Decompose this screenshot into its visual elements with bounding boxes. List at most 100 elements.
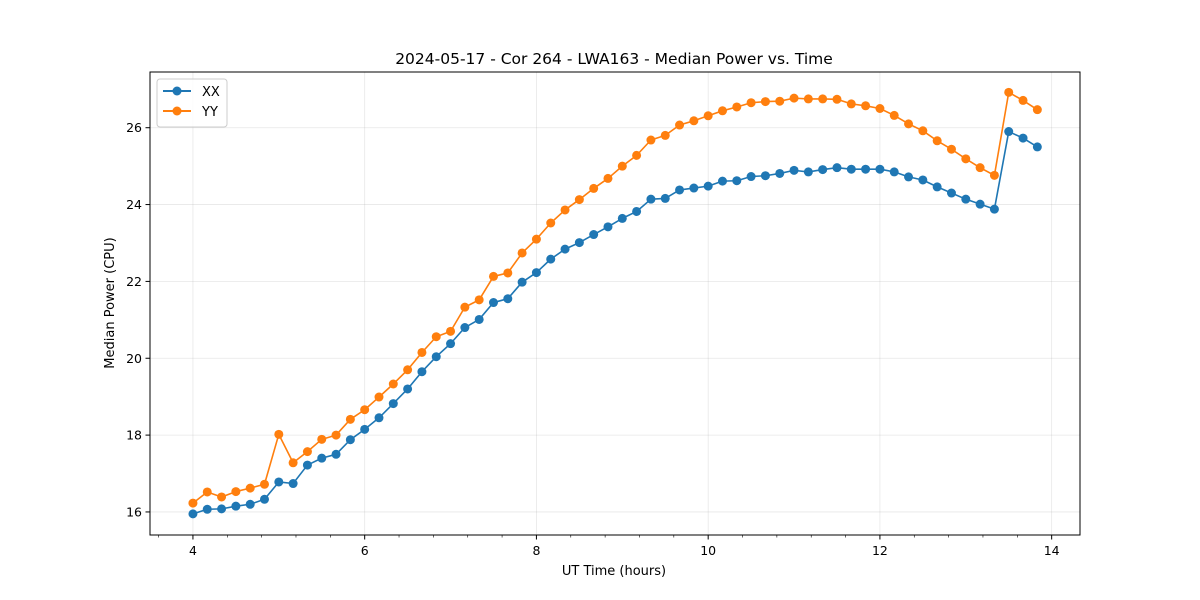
data-point-xx bbox=[331, 449, 341, 459]
data-point-yy bbox=[660, 130, 670, 140]
data-point-yy bbox=[760, 97, 770, 107]
data-point-yy bbox=[961, 154, 971, 164]
data-point-yy bbox=[646, 135, 656, 145]
data-point-yy bbox=[517, 248, 527, 258]
data-point-xx bbox=[274, 477, 284, 487]
data-point-yy bbox=[474, 295, 484, 305]
data-point-xx bbox=[789, 165, 799, 175]
data-point-yy bbox=[603, 173, 613, 183]
data-point-xx bbox=[717, 176, 727, 186]
data-point-xx bbox=[288, 479, 298, 489]
data-point-yy bbox=[560, 205, 570, 215]
data-point-yy bbox=[946, 144, 956, 154]
y-axis-label: Median Power (CPU) bbox=[103, 237, 118, 368]
legend-label-xx: XX bbox=[202, 85, 220, 100]
legend-marker-yy bbox=[172, 106, 182, 116]
x-tick-label: 6 bbox=[361, 543, 369, 558]
data-point-yy bbox=[675, 120, 685, 130]
data-point-xx bbox=[374, 413, 384, 423]
data-point-xx bbox=[388, 399, 398, 409]
data-point-yy bbox=[1004, 87, 1014, 97]
data-point-xx bbox=[689, 183, 699, 193]
data-point-xx bbox=[589, 230, 599, 240]
data-point-yy bbox=[861, 101, 871, 111]
data-point-yy bbox=[803, 94, 813, 104]
data-point-xx bbox=[846, 164, 856, 174]
data-point-yy bbox=[503, 268, 513, 278]
data-point-xx bbox=[546, 254, 556, 264]
data-point-xx bbox=[632, 206, 642, 216]
data-point-yy bbox=[403, 365, 413, 375]
x-tick-label: 12 bbox=[872, 543, 888, 558]
data-point-yy bbox=[388, 379, 398, 389]
data-point-xx bbox=[1032, 142, 1042, 152]
data-point-yy bbox=[302, 447, 312, 457]
data-point-yy bbox=[259, 479, 269, 489]
data-point-yy bbox=[1018, 95, 1028, 105]
data-point-xx bbox=[918, 175, 928, 185]
legend-marker-xx bbox=[172, 86, 182, 96]
data-point-xx bbox=[989, 204, 999, 214]
data-point-xx bbox=[560, 244, 570, 254]
data-point-xx bbox=[818, 165, 828, 175]
data-point-yy bbox=[989, 170, 999, 180]
data-point-yy bbox=[446, 326, 456, 336]
data-point-xx bbox=[889, 167, 899, 177]
data-point-xx bbox=[932, 182, 942, 192]
data-point-xx bbox=[1018, 133, 1028, 143]
chart-title: 2024-05-17 - Cor 264 - LWA163 - Median P… bbox=[395, 50, 833, 68]
data-point-yy bbox=[245, 483, 255, 493]
data-point-yy bbox=[331, 430, 341, 440]
data-point-yy bbox=[832, 94, 842, 104]
data-point-yy bbox=[1032, 105, 1042, 115]
data-point-yy bbox=[975, 163, 985, 173]
y-tick-label: 16 bbox=[126, 504, 142, 519]
data-point-yy bbox=[531, 234, 541, 244]
x-tick-label: 10 bbox=[700, 543, 716, 558]
data-point-yy bbox=[360, 405, 370, 415]
data-point-yy bbox=[875, 104, 885, 113]
data-point-xx bbox=[431, 352, 441, 362]
data-point-yy bbox=[889, 110, 899, 120]
data-point-xx bbox=[360, 424, 370, 434]
series-layer bbox=[188, 87, 1042, 519]
y-tick-label: 20 bbox=[126, 351, 142, 366]
data-point-yy bbox=[703, 111, 713, 121]
data-point-xx bbox=[961, 194, 971, 204]
data-point-yy bbox=[717, 106, 727, 116]
data-point-xx bbox=[975, 199, 985, 209]
data-point-xx bbox=[446, 339, 456, 349]
data-point-xx bbox=[760, 171, 770, 181]
data-point-yy bbox=[460, 302, 470, 312]
data-point-yy bbox=[231, 487, 241, 497]
data-point-xx bbox=[259, 494, 269, 504]
data-point-xx bbox=[531, 268, 541, 278]
data-point-xx bbox=[603, 222, 613, 232]
data-point-yy bbox=[188, 498, 198, 508]
data-point-xx bbox=[503, 294, 513, 304]
data-point-yy bbox=[217, 492, 227, 502]
data-point-xx bbox=[646, 194, 656, 204]
data-point-yy bbox=[918, 126, 928, 136]
data-point-xx bbox=[317, 453, 327, 463]
data-point-yy bbox=[589, 183, 599, 193]
data-point-xx bbox=[517, 277, 527, 287]
data-point-xx bbox=[946, 188, 956, 198]
data-point-xx bbox=[732, 176, 742, 186]
x-axis-label: UT Time (hours) bbox=[562, 564, 666, 579]
legend-label-yy: YY bbox=[201, 105, 218, 120]
x-tick-label: 8 bbox=[532, 543, 540, 558]
data-point-xx bbox=[574, 238, 584, 248]
data-point-xx bbox=[417, 367, 427, 377]
y-tick-label: 18 bbox=[126, 428, 142, 443]
data-point-xx bbox=[302, 460, 312, 470]
data-point-yy bbox=[374, 392, 384, 402]
data-point-yy bbox=[732, 102, 742, 112]
y-tick-label: 26 bbox=[126, 120, 142, 135]
data-point-xx bbox=[217, 504, 227, 514]
data-point-yy bbox=[431, 332, 441, 342]
data-point-yy bbox=[775, 96, 785, 106]
axes-frame bbox=[149, 71, 1081, 536]
data-point-xx bbox=[188, 509, 198, 519]
